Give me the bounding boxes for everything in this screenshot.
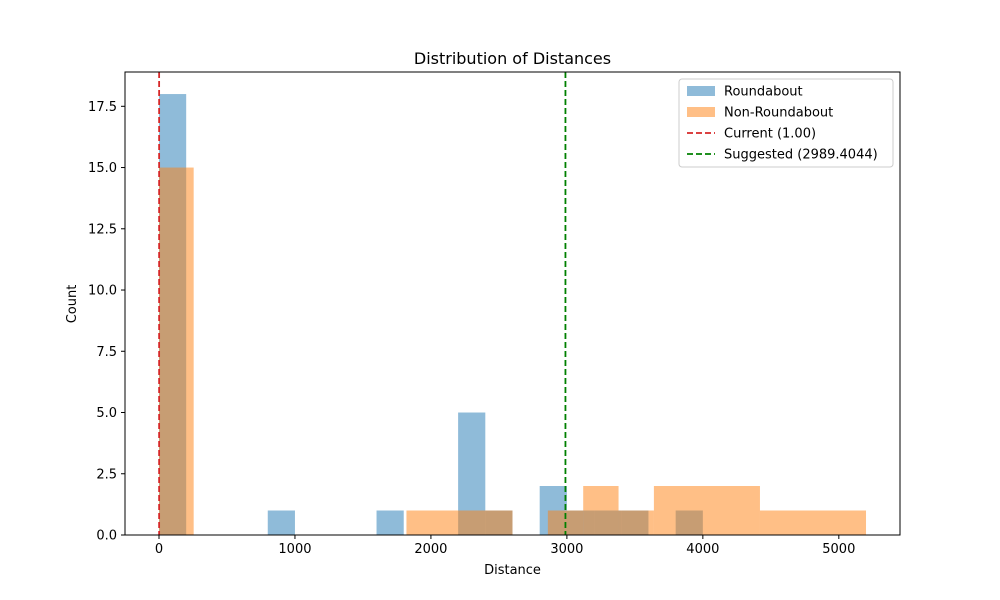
y-tick-label: 0.0 [96,529,117,544]
legend: Roundabout Non-Roundabout Current (1.00) Su… [678,78,894,168]
legend-label: Current (1.00) [724,127,816,142]
bar-non-roundabout-1 [406,510,460,535]
legend-label: Roundabout [724,85,803,100]
legend-label: Non-Roundabout [724,106,833,121]
x-tick-label: 2000 [414,542,447,557]
bar-non-roundabout-0 [158,167,194,536]
x-tick-label: 0 [155,542,163,557]
x-tick-label: 4000 [686,542,719,557]
bars-layer [158,94,867,536]
bar-non-roundabout-4 [583,486,619,535]
bar-non-roundabout-6 [653,486,760,535]
chart-title: Distribution of Distances [414,49,611,68]
y-tick-label: 7.5 [96,345,117,360]
bar-non-roundabout-5 [618,510,654,535]
y-tick-label: 17.5 [88,100,117,115]
bar-non-roundabout-2 [459,510,513,535]
y-tick-label: 2.5 [96,467,117,482]
legend-label: Suggested (2989.4044) [724,148,878,163]
legend-swatch [687,107,715,117]
x-tick-label: 5000 [822,542,855,557]
x-tick-label: 1000 [278,542,311,557]
bar-non-roundabout-7 [759,510,867,535]
x-axis-label: Distance [484,563,541,578]
bar-roundabout-1 [267,510,295,535]
legend-box [678,78,894,168]
x-tick-label: 3000 [550,542,583,557]
y-tick-label: 12.5 [88,222,117,237]
reference-lines-layer [158,72,567,535]
y-tick-label: 15.0 [88,161,117,176]
y-tick-label: 10.0 [88,284,117,299]
plot-frame [124,71,901,536]
bar-roundabout-2 [376,510,404,535]
y-tick-label: 5.0 [96,406,117,421]
y-axis-ticks: 0.0 2.5 5.0 7.5 10.0 12.5 15.0 17.5 [88,100,125,544]
legend-swatch [687,86,715,96]
y-axis-label: Count [65,285,80,324]
x-axis-ticks: 0 1000 2000 3000 4000 5000 [155,535,855,557]
